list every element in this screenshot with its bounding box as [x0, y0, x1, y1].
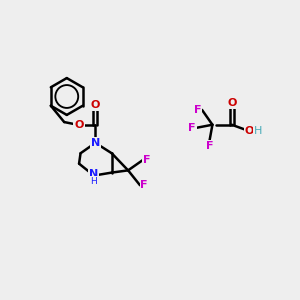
- Text: N: N: [89, 169, 98, 179]
- Text: F: F: [188, 123, 196, 133]
- Text: F: F: [206, 140, 213, 151]
- Text: H: H: [91, 177, 97, 186]
- Text: F: F: [194, 105, 201, 115]
- Text: H: H: [254, 126, 262, 136]
- Text: F: F: [143, 155, 151, 165]
- Text: O: O: [227, 98, 236, 108]
- Text: N: N: [91, 138, 100, 148]
- Text: F: F: [140, 180, 148, 190]
- Text: O: O: [245, 126, 254, 136]
- Text: O: O: [74, 120, 84, 130]
- Text: O: O: [91, 100, 100, 110]
